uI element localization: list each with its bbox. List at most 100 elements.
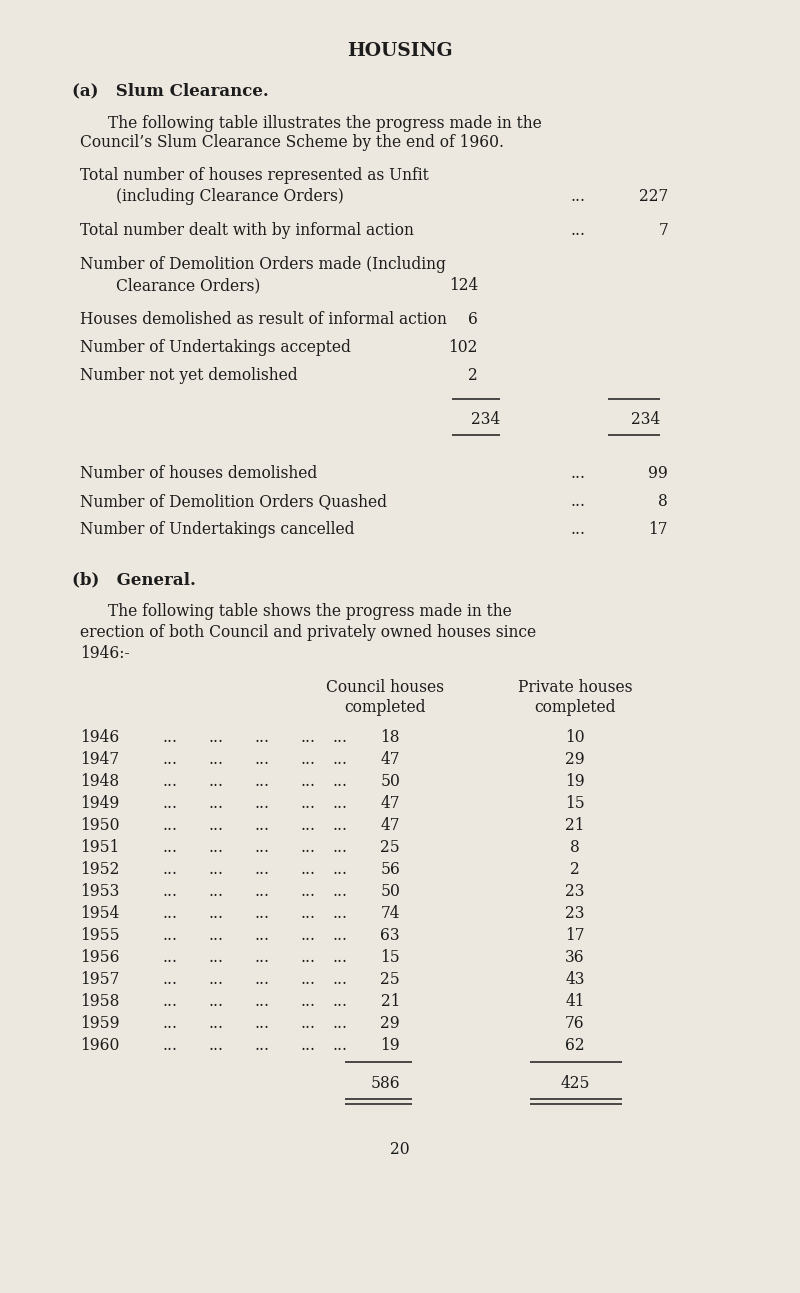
Text: Houses demolished as result of informal action: Houses demolished as result of informal … <box>80 312 447 328</box>
Text: ...: ... <box>208 773 223 790</box>
Text: 50: 50 <box>380 883 400 900</box>
Text: ...: ... <box>332 993 347 1010</box>
Text: ...: ... <box>332 971 347 988</box>
Text: 8: 8 <box>570 839 580 856</box>
Text: ...: ... <box>254 1037 269 1054</box>
Text: 1953: 1953 <box>80 883 119 900</box>
Text: HOUSING: HOUSING <box>347 41 453 59</box>
Text: 1959: 1959 <box>80 1015 119 1032</box>
Text: 17: 17 <box>566 927 585 944</box>
Text: 19: 19 <box>380 1037 400 1054</box>
Text: 17: 17 <box>649 521 668 538</box>
Text: 29: 29 <box>565 751 585 768</box>
Text: 74: 74 <box>381 905 400 922</box>
Text: ...: ... <box>208 949 223 966</box>
Text: 234: 234 <box>470 411 500 428</box>
Text: completed: completed <box>344 700 426 716</box>
Text: 23: 23 <box>566 883 585 900</box>
Text: ...: ... <box>332 861 347 878</box>
Text: 47: 47 <box>381 751 400 768</box>
Text: 20: 20 <box>390 1140 410 1159</box>
Text: ...: ... <box>300 927 315 944</box>
Text: ...: ... <box>300 839 315 856</box>
Text: 1960: 1960 <box>80 1037 119 1054</box>
Text: 7: 7 <box>658 222 668 239</box>
Text: 425: 425 <box>560 1074 590 1093</box>
Text: 56: 56 <box>380 861 400 878</box>
Text: ...: ... <box>570 521 585 538</box>
Text: 76: 76 <box>565 1015 585 1032</box>
Text: 1955: 1955 <box>80 927 120 944</box>
Text: ...: ... <box>208 817 223 834</box>
Text: 8: 8 <box>658 493 668 509</box>
Text: Number not yet demolished: Number not yet demolished <box>80 367 298 384</box>
Text: 43: 43 <box>566 971 585 988</box>
Text: ...: ... <box>254 795 269 812</box>
Text: (including Clearance Orders): (including Clearance Orders) <box>116 187 344 206</box>
Text: ...: ... <box>208 927 223 944</box>
Text: 21: 21 <box>381 993 400 1010</box>
Text: ...: ... <box>332 883 347 900</box>
Text: 6: 6 <box>468 312 478 328</box>
Text: ...: ... <box>254 729 269 746</box>
Text: 29: 29 <box>380 1015 400 1032</box>
Text: Total number dealt with by informal action: Total number dealt with by informal acti… <box>80 222 414 239</box>
Text: ...: ... <box>162 949 177 966</box>
Text: ...: ... <box>162 751 177 768</box>
Text: ...: ... <box>332 817 347 834</box>
Text: ...: ... <box>300 773 315 790</box>
Text: ...: ... <box>162 971 177 988</box>
Text: Private houses: Private houses <box>518 679 632 696</box>
Text: 124: 124 <box>449 277 478 294</box>
Text: ...: ... <box>300 883 315 900</box>
Text: ...: ... <box>208 971 223 988</box>
Text: ...: ... <box>254 751 269 768</box>
Text: 227: 227 <box>638 187 668 206</box>
Text: ...: ... <box>254 817 269 834</box>
Text: ...: ... <box>332 795 347 812</box>
Text: ...: ... <box>300 861 315 878</box>
Text: ...: ... <box>300 751 315 768</box>
Text: (b)   General.: (b) General. <box>72 572 196 588</box>
Text: ...: ... <box>332 729 347 746</box>
Text: ...: ... <box>300 949 315 966</box>
Text: ...: ... <box>254 1015 269 1032</box>
Text: Council houses: Council houses <box>326 679 444 696</box>
Text: 62: 62 <box>565 1037 585 1054</box>
Text: ...: ... <box>300 729 315 746</box>
Text: ...: ... <box>208 751 223 768</box>
Text: Number of houses demolished: Number of houses demolished <box>80 465 318 482</box>
Text: ...: ... <box>162 927 177 944</box>
Text: ...: ... <box>208 1037 223 1054</box>
Text: 1957: 1957 <box>80 971 119 988</box>
Text: ...: ... <box>208 861 223 878</box>
Text: 1956: 1956 <box>80 949 119 966</box>
Text: ...: ... <box>300 795 315 812</box>
Text: ...: ... <box>332 1037 347 1054</box>
Text: ...: ... <box>254 905 269 922</box>
Text: (a)   Slum Clearance.: (a) Slum Clearance. <box>72 81 269 100</box>
Text: ...: ... <box>332 949 347 966</box>
Text: 2: 2 <box>570 861 580 878</box>
Text: ...: ... <box>570 493 585 509</box>
Text: erection of both Council and privately owned houses since: erection of both Council and privately o… <box>80 625 536 641</box>
Text: ...: ... <box>254 773 269 790</box>
Text: ...: ... <box>208 993 223 1010</box>
Text: ...: ... <box>332 751 347 768</box>
Text: 23: 23 <box>566 905 585 922</box>
Text: ...: ... <box>208 795 223 812</box>
Text: 102: 102 <box>449 339 478 356</box>
Text: 1951: 1951 <box>80 839 119 856</box>
Text: Number of Undertakings accepted: Number of Undertakings accepted <box>80 339 351 356</box>
Text: 2: 2 <box>468 367 478 384</box>
Text: Clearance Orders): Clearance Orders) <box>116 277 260 294</box>
Text: ...: ... <box>300 1015 315 1032</box>
Text: 1949: 1949 <box>80 795 119 812</box>
Text: 1950: 1950 <box>80 817 119 834</box>
Text: ...: ... <box>254 993 269 1010</box>
Text: ...: ... <box>162 1015 177 1032</box>
Text: 18: 18 <box>381 729 400 746</box>
Text: ...: ... <box>162 839 177 856</box>
Text: 1948: 1948 <box>80 773 119 790</box>
Text: 99: 99 <box>648 465 668 482</box>
